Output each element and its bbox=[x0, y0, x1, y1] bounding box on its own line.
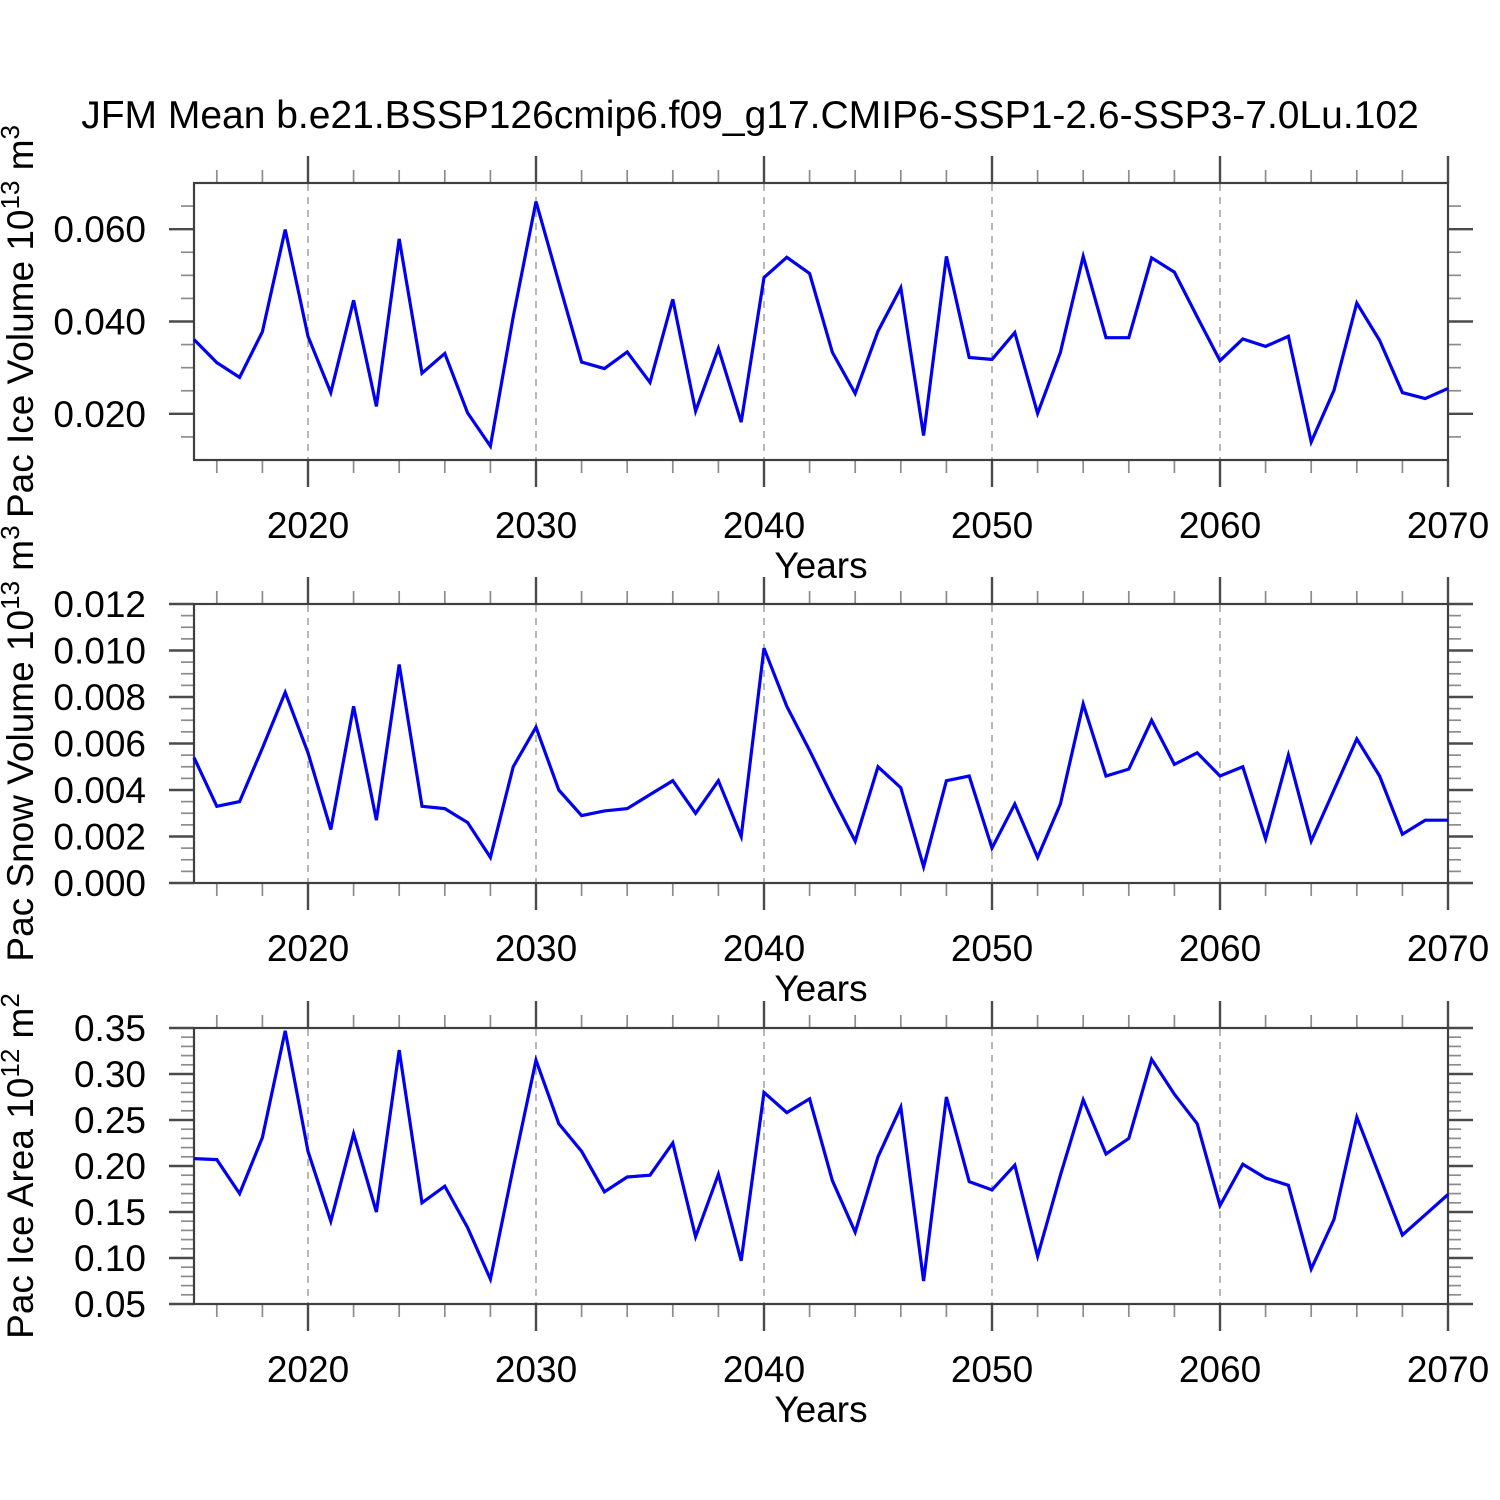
x-tick-label: 2020 bbox=[267, 1349, 349, 1390]
x-tick-label: 2030 bbox=[495, 928, 577, 969]
y-axis-title: Pac Ice Area 1012 m2 bbox=[0, 993, 41, 1339]
x-axis-title: Years bbox=[774, 1389, 867, 1430]
x-tick-label: 2030 bbox=[495, 1349, 577, 1390]
chart-pac-ice-volume: 2020 2030 2040 2050 2060 2070 0.020 0.040 0.060 Y… bbox=[0, 125, 1489, 586]
y-tick-label: 0.15 bbox=[74, 1192, 146, 1233]
x-tick-label: 2050 bbox=[951, 928, 1033, 969]
y-tick-label: 0.000 bbox=[53, 863, 146, 904]
x-tick-label: 2070 bbox=[1407, 505, 1489, 546]
x-axis-title: Years bbox=[774, 968, 867, 1009]
y-tick-label: 0.10 bbox=[74, 1238, 146, 1279]
y-tick-label: 0.020 bbox=[53, 394, 146, 435]
plot-frame bbox=[192, 181, 1450, 462]
x-tick-label: 2020 bbox=[267, 505, 349, 546]
x-tick-label: 2060 bbox=[1179, 928, 1261, 969]
x-tick-label: 2040 bbox=[723, 505, 805, 546]
y-tick-label: 0.012 bbox=[53, 584, 146, 625]
y-tick-label: 0.060 bbox=[53, 209, 146, 250]
y-axis-title: Pac Snow Volume 1013 m3 bbox=[0, 525, 41, 961]
y-tick-label: 0.040 bbox=[53, 302, 146, 343]
figure-title: JFM Mean b.e21.BSSP126cmip6.f09_g17.CMIP… bbox=[81, 94, 1419, 137]
y-tick-label: 0.30 bbox=[74, 1054, 146, 1095]
x-tick-label: 2070 bbox=[1407, 928, 1489, 969]
chart-pac-ice-area: 2020 2030 2040 2050 2060 2070 0.05 0.10 0.15 0.20… bbox=[0, 993, 1489, 1430]
x-tick-label: 2060 bbox=[1179, 1349, 1261, 1390]
plot-frame bbox=[192, 1026, 1450, 1306]
y-tick-label: 0.004 bbox=[53, 770, 146, 811]
y-tick-label: 0.002 bbox=[53, 817, 146, 858]
y-tick-label: 0.35 bbox=[74, 1008, 146, 1049]
series-line-pac-ice-volume bbox=[192, 201, 1449, 451]
series-line-pac-snow-volume bbox=[192, 647, 1448, 873]
x-tick-label: 2030 bbox=[495, 505, 577, 546]
y-tick-label: 0.05 bbox=[74, 1284, 146, 1325]
plot-frame bbox=[192, 602, 1450, 885]
series-line-pac-ice-area bbox=[193, 1030, 1450, 1285]
x-tick-label: 2020 bbox=[267, 928, 349, 969]
x-tick-label: 2040 bbox=[723, 928, 805, 969]
y-tick-label: 0.010 bbox=[53, 631, 146, 672]
y-tick-label: 0.006 bbox=[53, 724, 146, 765]
x-tick-label: 2050 bbox=[951, 1349, 1033, 1390]
y-tick-label: 0.20 bbox=[74, 1146, 146, 1187]
chart-pac-snow-volume: 2020 2030 2040 2050 2060 2070 0.000 0.002 0.004 0… bbox=[0, 525, 1489, 1009]
x-axis-title: Years bbox=[774, 545, 867, 586]
x-tick-label: 2060 bbox=[1179, 505, 1261, 546]
x-tick-label: 2040 bbox=[723, 1349, 805, 1390]
x-tick-label: 2050 bbox=[951, 505, 1033, 546]
x-tick-label: 2070 bbox=[1407, 1349, 1489, 1390]
y-tick-label: 0.25 bbox=[74, 1100, 146, 1141]
y-tick-label: 0.008 bbox=[53, 677, 146, 718]
y-axis-title: Pac Ice Volume 1013 m3 bbox=[0, 125, 41, 518]
